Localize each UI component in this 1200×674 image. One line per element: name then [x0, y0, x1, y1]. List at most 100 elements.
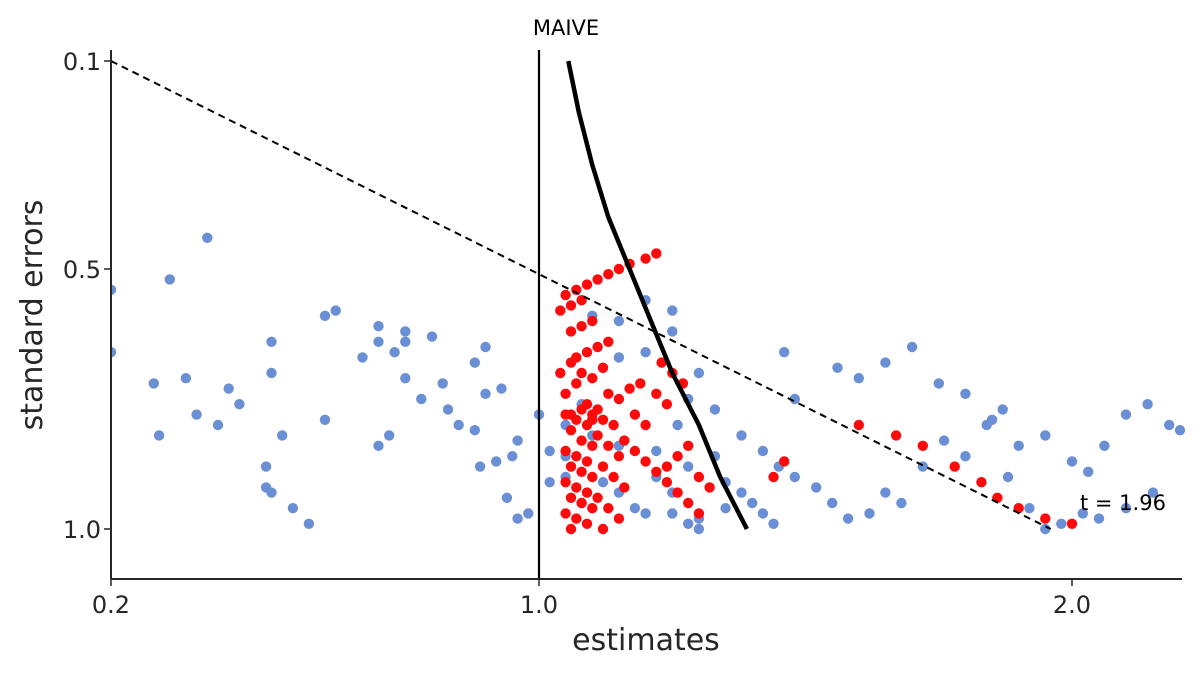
- scatter-point-red: [603, 269, 614, 280]
- scatter-point-red: [565, 461, 577, 472]
- scatter-point-blue: [400, 373, 411, 384]
- scatter-point-red: [576, 435, 587, 446]
- scatter-point-red: [661, 477, 673, 488]
- scatter-point-blue: [180, 373, 192, 384]
- scatter-point-red: [608, 419, 619, 431]
- scatter-point-blue: [667, 508, 678, 519]
- scatter-point-blue: [1083, 466, 1094, 477]
- scatter-point-red: [683, 440, 694, 451]
- scatter-point-blue: [709, 404, 721, 415]
- scatter-point-blue: [986, 414, 998, 425]
- scatter-point-red: [581, 487, 593, 498]
- scatter-point-blue: [373, 440, 384, 451]
- scatter-point-blue: [512, 435, 523, 446]
- scatter-point-red: [560, 388, 571, 399]
- y-tick-label: 0.1: [63, 48, 101, 76]
- scatter-point-blue: [1013, 440, 1024, 451]
- scatter-point-red: [565, 523, 577, 535]
- scatter-point-blue: [1099, 440, 1110, 451]
- scatter-point-red: [565, 326, 577, 337]
- scatter-point-red: [1040, 513, 1051, 524]
- scatter-point-blue: [111, 284, 117, 295]
- scatter-point-red: [571, 451, 582, 462]
- scatter-point-red: [651, 466, 662, 477]
- scatter-point-red: [640, 419, 651, 431]
- scatter-point-red: [565, 425, 577, 436]
- scatter-point-red: [587, 503, 598, 514]
- scatter-point-red: [565, 300, 577, 311]
- scatter-point-red: [640, 253, 651, 264]
- scatter-point-red: [613, 393, 625, 405]
- maive-label: MAIVE: [533, 16, 599, 40]
- scatter-point-blue: [842, 513, 854, 524]
- scatter-point-red: [597, 461, 609, 472]
- scatter-point-red: [597, 362, 609, 373]
- scatter-point-red: [587, 373, 598, 384]
- scatter-point-blue: [613, 315, 625, 327]
- scatter-point-red: [592, 430, 603, 441]
- scatter-point-blue: [757, 445, 769, 457]
- scatter-point-red: [571, 482, 582, 493]
- scatter-point-red: [613, 263, 625, 275]
- scatter-point-blue: [303, 518, 315, 529]
- scatter-point-red: [608, 471, 619, 483]
- scatter-point-blue: [1024, 503, 1035, 514]
- scatter-point-blue: [501, 492, 513, 503]
- scatter-point-blue: [629, 503, 641, 514]
- scatter-point-red: [555, 367, 566, 379]
- scatter-point-blue: [683, 461, 694, 472]
- scatter-point-red: [581, 347, 593, 358]
- scatter-point-red: [592, 274, 603, 285]
- scatter-point-red: [624, 383, 635, 394]
- scatter-point-red: [693, 508, 705, 519]
- chart-axes: [110, 50, 1182, 580]
- scatter-point-red: [581, 456, 593, 467]
- scatter-point-red: [576, 466, 587, 477]
- scatter-point-blue: [507, 451, 518, 462]
- scatter-point-red: [651, 248, 662, 259]
- scatter-point-red: [693, 471, 705, 483]
- scatter-point-blue: [640, 508, 651, 519]
- scatter-point-blue: [111, 347, 117, 358]
- scatter-point-red: [629, 445, 641, 457]
- scatter-point-blue: [613, 352, 625, 363]
- scatter-point-red: [592, 341, 603, 353]
- y-tick-label: 0.5: [63, 256, 101, 284]
- x-tick-label: 2.0: [1053, 591, 1091, 619]
- scatter-point-red: [576, 404, 587, 415]
- scatter-point-blue: [683, 518, 694, 529]
- scatter-point-red: [704, 482, 715, 493]
- scatter-point-blue: [234, 399, 245, 410]
- scatter-point-blue: [400, 336, 411, 347]
- scatter-point-blue: [880, 357, 891, 368]
- scatter-point-blue: [960, 451, 971, 462]
- scatter-point-red: [571, 513, 582, 524]
- scatter-point-red: [603, 388, 614, 399]
- scatter-point-red: [661, 399, 673, 410]
- scatter-point-red: [651, 388, 662, 399]
- scatter-point-blue: [651, 445, 662, 457]
- scatter-point-blue: [191, 409, 202, 420]
- scatter-point-blue: [544, 445, 555, 457]
- scatter-point-red: [635, 378, 646, 389]
- scatter-point-red: [672, 487, 683, 498]
- scatter-point-red: [656, 357, 667, 368]
- chart-ticks: 0.2 1.0 2.0 0.1 0.5 1.0: [63, 48, 1091, 619]
- scatter-point-blue: [747, 497, 758, 509]
- scatter-point-blue: [260, 461, 272, 472]
- scatter-point-red: [853, 419, 864, 431]
- scatter-point-blue: [779, 347, 790, 358]
- scatter-point-blue: [277, 430, 288, 441]
- scatter-point-blue: [266, 336, 277, 347]
- scatter-point-red: [597, 523, 609, 535]
- scatter-point-blue: [164, 274, 175, 285]
- scatter-point-blue: [357, 352, 368, 363]
- scatter-point-blue: [153, 430, 165, 441]
- scatter-point-blue: [491, 456, 502, 467]
- scatter-point-red: [560, 289, 571, 301]
- scatter-point-red: [619, 435, 630, 446]
- scatter-point-red: [917, 440, 928, 451]
- scatter-point-blue: [453, 419, 464, 431]
- scatter-point-blue: [880, 487, 891, 498]
